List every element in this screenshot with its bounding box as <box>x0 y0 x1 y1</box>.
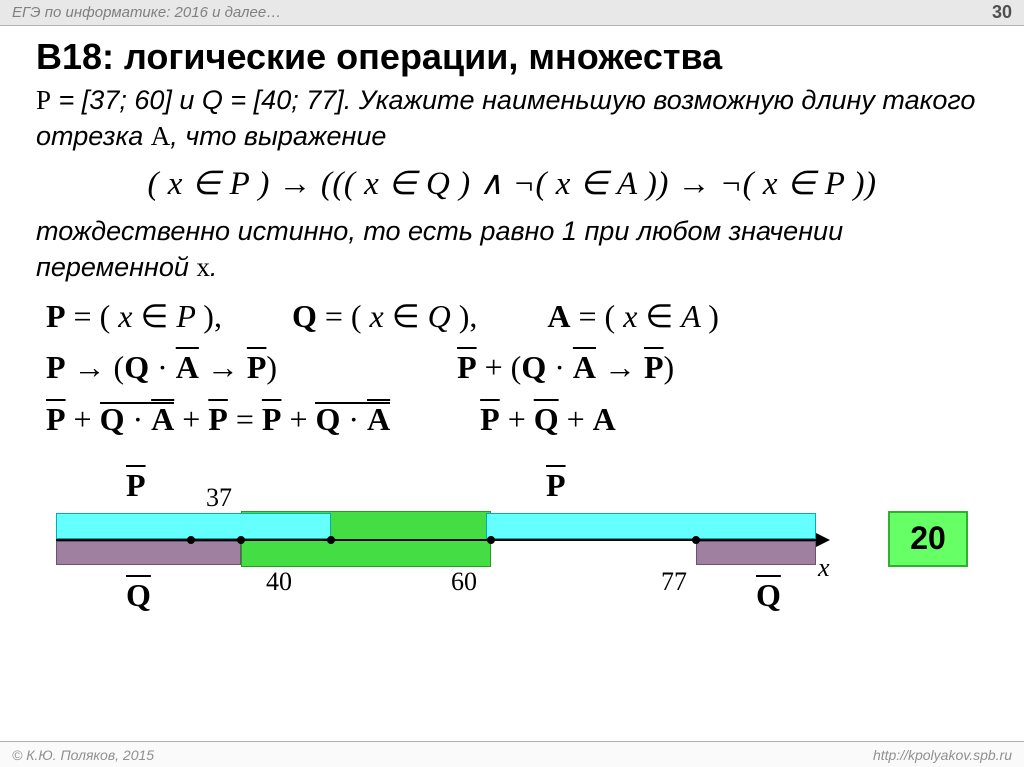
footer-url: http://kpolyakov.spb.ru <box>873 747 1012 763</box>
diagram-area: 37406077PPQQx 20 <box>36 467 988 627</box>
slide-content: B18: логические операции, множества P = … <box>0 26 1024 627</box>
page-number: 30 <box>992 2 1012 23</box>
answer-value: 20 <box>910 520 946 557</box>
header-bar: ЕГЭ по информатике: 2016 и далее… 30 <box>0 0 1024 26</box>
problem-line-2: тождественно истинно, то есть равно 1 пр… <box>36 213 988 286</box>
number-line-diagram: 37406077PPQQx <box>56 467 816 627</box>
eq-definitions: P = ( x ∈ P ), Q = ( x ∈ Q ), A = ( x ∈ … <box>46 292 988 342</box>
equations: P = ( x ∈ P ), Q = ( x ∈ Q ), A = ( x ∈ … <box>46 292 988 445</box>
breadcrumb: ЕГЭ по информатике: 2016 и далее… <box>12 4 281 21</box>
copyright: © К.Ю. Поляков, 2015 <box>12 747 154 763</box>
footer-bar: © К.Ю. Поляков, 2015 http://kpolyakov.sp… <box>0 741 1024 767</box>
eq-row-3: P + Q · A + P = P + Q · A P + Q + A <box>46 395 988 445</box>
main-formula: ( x ∈ P ) → ((( x ∈ Q ) ∧ ¬( x ∈ A )) → … <box>36 163 988 203</box>
page-title: B18: логические операции, множества <box>36 36 988 78</box>
eq-row-2: P → (Q · A → P) P + (Q · A → P) <box>46 343 988 393</box>
answer-box: 20 <box>888 511 968 567</box>
problem-line-1: P = [37; 60] и Q = [40; 77]. Укажите наи… <box>36 82 988 155</box>
